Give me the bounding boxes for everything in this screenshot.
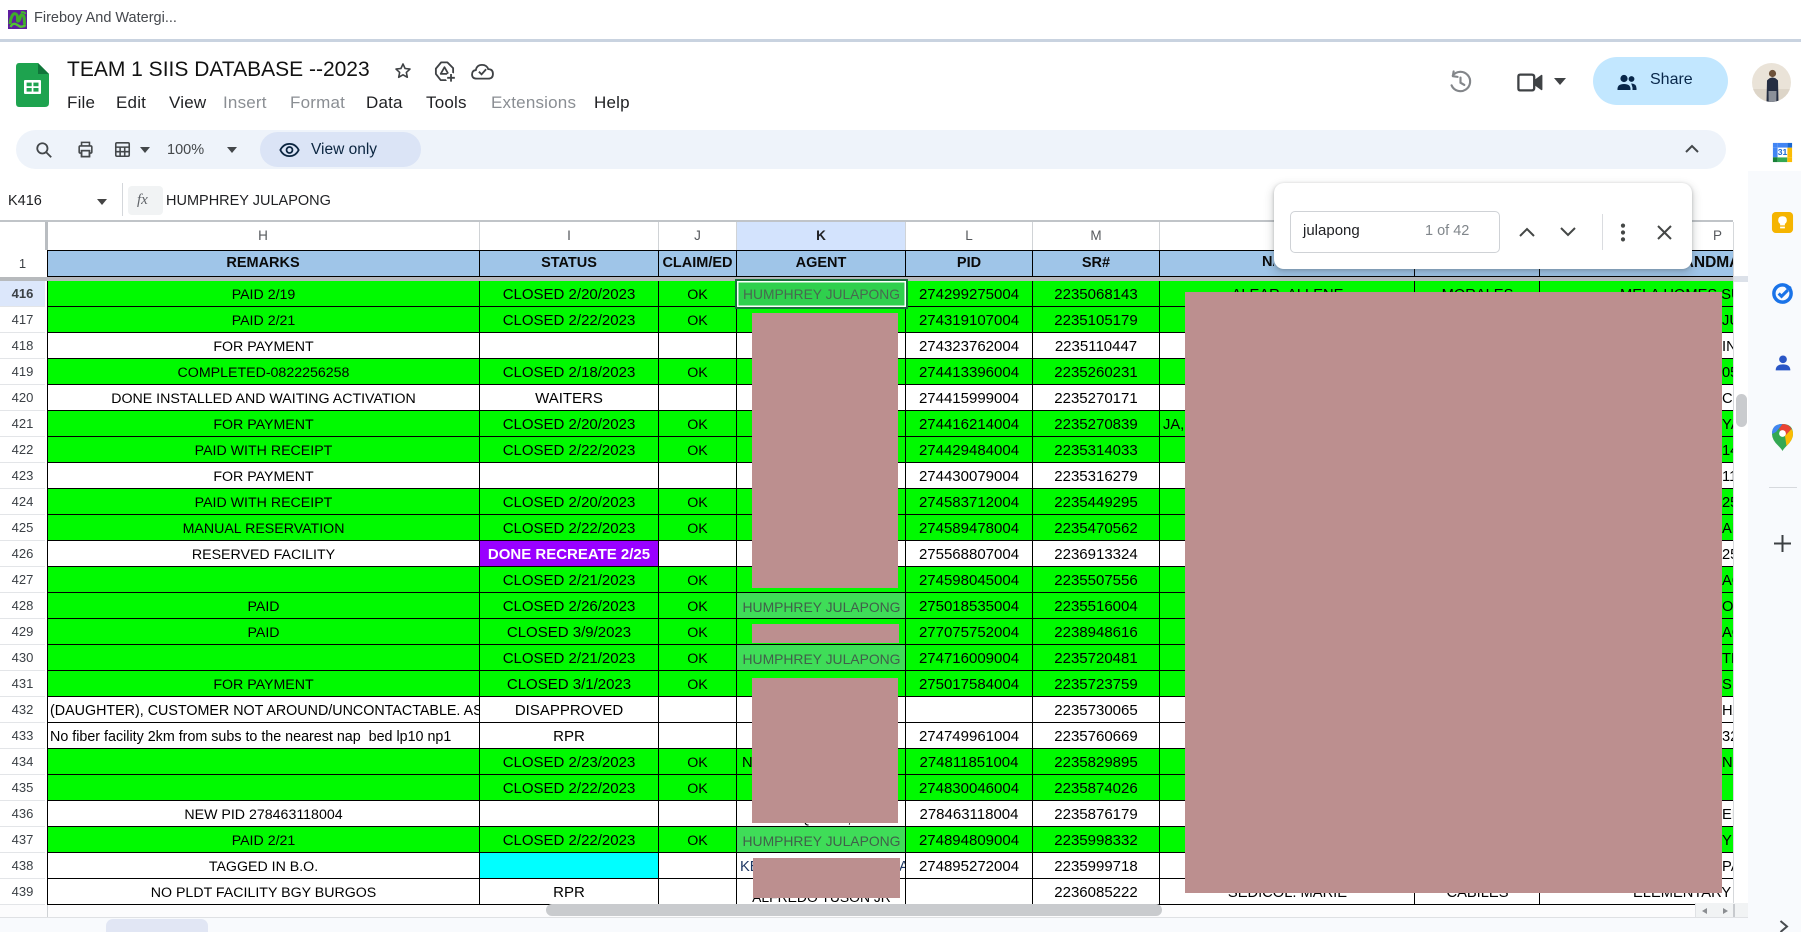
svg-text:31: 31 — [1778, 147, 1788, 157]
